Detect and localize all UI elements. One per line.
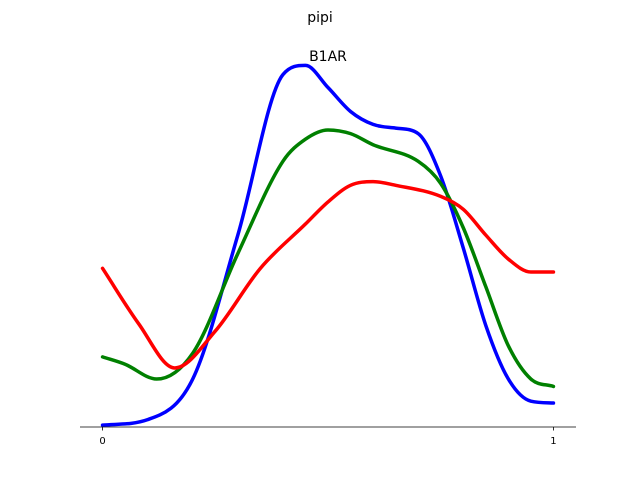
series-line-2: [100, 128, 556, 389]
series-layer: [100, 63, 556, 427]
chart-title: pipi: [307, 10, 333, 26]
x-tick-label-0: 0: [99, 436, 105, 447]
series-line-3: [100, 179, 556, 370]
x-tick-label-1: 1: [550, 436, 556, 447]
chart-subtitle: B1AR: [309, 49, 347, 65]
series-line-1: [100, 63, 556, 427]
